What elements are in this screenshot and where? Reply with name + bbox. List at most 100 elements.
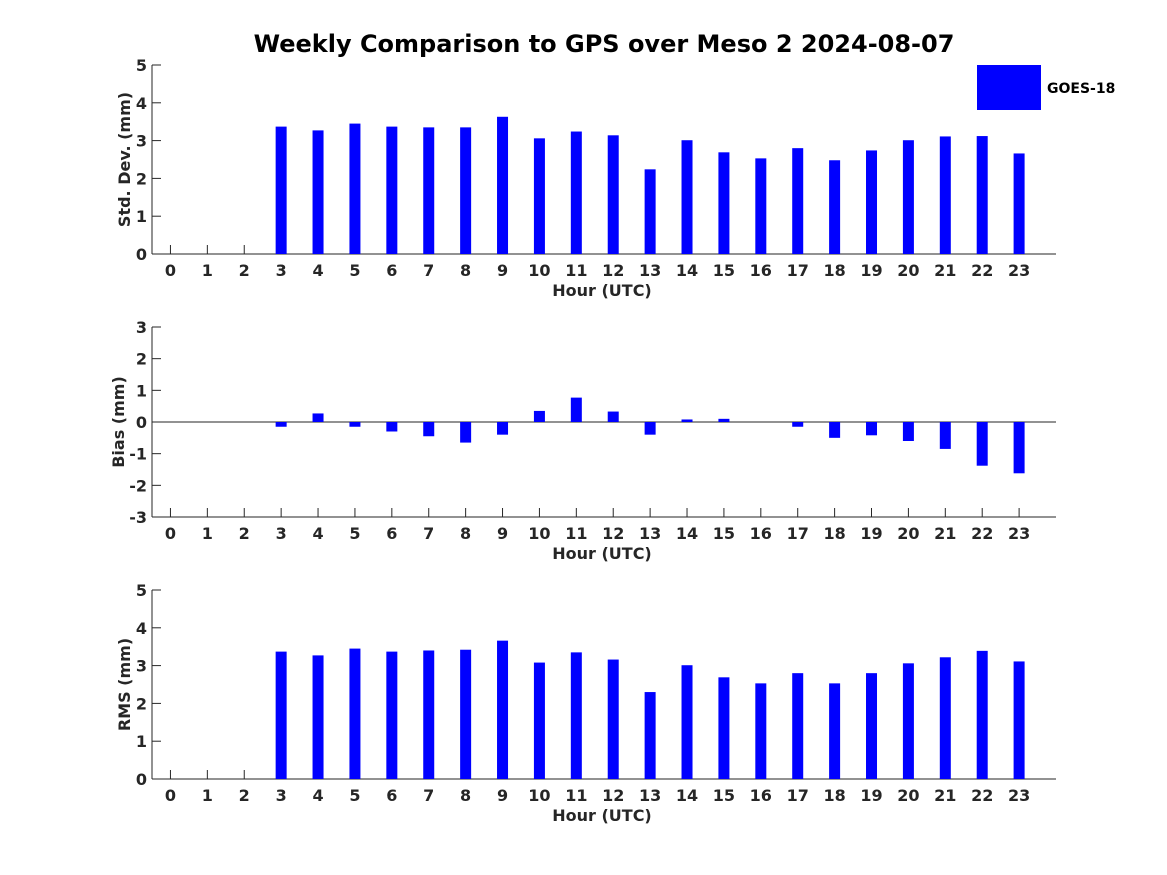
bias-y-tick-label: -3 xyxy=(129,508,147,527)
bias-bar-hour-13 xyxy=(644,422,656,435)
bias-y-tick-label: -1 xyxy=(129,445,147,464)
rms-bar-hour-8 xyxy=(460,649,472,779)
stddev-x-tick-label: 3 xyxy=(276,261,287,280)
stddev-bar-hour-8 xyxy=(460,127,472,254)
stddev-y-tick-label: 1 xyxy=(136,207,147,226)
stddev-x-tick-label: 2 xyxy=(239,261,250,280)
stddev-bar-hour-3 xyxy=(275,126,287,254)
rms-bar-hour-12 xyxy=(607,659,619,779)
rms-x-tick-label: 20 xyxy=(897,786,919,805)
bias-x-tick-label: 7 xyxy=(423,524,434,543)
rms-bar-hour-6 xyxy=(386,651,398,779)
stddev-bar-hour-13 xyxy=(644,169,656,254)
rms-y-tick-label: 1 xyxy=(136,732,147,751)
bias-bar-hour-18 xyxy=(829,422,841,438)
stddev-bar-hour-6 xyxy=(386,126,398,254)
bias-x-axis-label: Hour (UTC) xyxy=(552,544,652,563)
bias-y-tick-label: 0 xyxy=(136,413,147,432)
bias-x-tick-label: 18 xyxy=(823,524,845,543)
stddev-bar-hour-7 xyxy=(423,127,435,254)
rms-y-tick-label: 0 xyxy=(136,770,147,789)
bias-bar-hour-17 xyxy=(792,422,804,427)
stddev-x-tick-label: 1 xyxy=(202,261,213,280)
bias-bar-hour-9 xyxy=(497,422,509,435)
legend-label: GOES-18 xyxy=(1047,81,1115,97)
stddev-x-axis-label: Hour (UTC) xyxy=(552,281,652,300)
bias-x-tick-label: 9 xyxy=(497,524,508,543)
rms-x-tick-label: 9 xyxy=(497,786,508,805)
rms-x-tick-label: 23 xyxy=(1008,786,1030,805)
stddev-y-tick-label: 3 xyxy=(136,132,147,151)
bias-x-tick-label: 14 xyxy=(676,524,698,543)
rms-bar-hour-22 xyxy=(976,650,988,779)
stddev-bar-hour-16 xyxy=(755,158,767,254)
stddev-x-tick-label: 23 xyxy=(1008,261,1030,280)
stddev-y-tick-label: 5 xyxy=(136,56,147,75)
bias-x-tick-label: 16 xyxy=(750,524,772,543)
stddev-x-tick-label: 11 xyxy=(565,261,587,280)
rms-x-tick-label: 17 xyxy=(787,786,809,805)
bias-bar-hour-20 xyxy=(902,422,914,441)
rms-bar-hour-3 xyxy=(275,651,287,779)
rms-x-tick-label: 7 xyxy=(423,786,434,805)
stddev-x-tick-label: 4 xyxy=(312,261,323,280)
rms-y-axis-label: RMS (mm) xyxy=(115,638,134,731)
rms-x-tick-label: 2 xyxy=(239,786,250,805)
bias-bar-hour-10 xyxy=(533,410,545,422)
rms-x-tick-label: 21 xyxy=(934,786,956,805)
bias-bar-hour-7 xyxy=(423,422,435,437)
stddev-x-tick-label: 0 xyxy=(165,261,176,280)
rms-y-tick-label: 2 xyxy=(136,694,147,713)
rms-y-tick-label: 4 xyxy=(136,619,147,638)
stddev-bar-hour-15 xyxy=(718,152,730,254)
rms-bar-hour-18 xyxy=(829,683,841,779)
rms-x-tick-label: 4 xyxy=(312,786,323,805)
stddev-bar-hour-23 xyxy=(1013,153,1025,254)
bias-x-tick-label: 13 xyxy=(639,524,661,543)
bias-bar-hour-5 xyxy=(349,422,361,427)
stddev-bar-hour-21 xyxy=(939,136,951,254)
bias-x-tick-label: 19 xyxy=(860,524,882,543)
rms-x-tick-label: 3 xyxy=(276,786,287,805)
stddev-x-tick-label: 19 xyxy=(860,261,882,280)
stddev-bar-hour-19 xyxy=(866,150,878,254)
stddev-bar-hour-5 xyxy=(349,123,361,254)
bias-y-tick-label: -2 xyxy=(129,476,147,495)
stddev-bar-hour-4 xyxy=(312,130,324,254)
rms-x-axis-label: Hour (UTC) xyxy=(552,806,652,825)
bias-bar-hour-8 xyxy=(460,422,472,443)
stddev-y-tick-label: 4 xyxy=(136,94,147,113)
rms-x-tick-label: 1 xyxy=(202,786,213,805)
stddev-y-tick-label: 0 xyxy=(136,245,147,264)
bias-x-tick-label: 8 xyxy=(460,524,471,543)
rms-bar-hour-19 xyxy=(866,673,878,779)
bias-x-tick-label: 0 xyxy=(165,524,176,543)
bias-bar-hour-22 xyxy=(976,422,988,466)
rms-x-tick-label: 11 xyxy=(565,786,587,805)
bias-x-tick-label: 21 xyxy=(934,524,956,543)
bias-bar-hour-12 xyxy=(607,411,619,422)
stddev-x-tick-label: 10 xyxy=(528,261,550,280)
bias-x-tick-label: 11 xyxy=(565,524,587,543)
rms-bar-hour-20 xyxy=(902,663,914,779)
rms-bar-hour-5 xyxy=(349,648,361,779)
stddev-bar-hour-22 xyxy=(976,136,988,254)
rms-y-tick-label: 3 xyxy=(136,657,147,676)
bias-bar-hour-11 xyxy=(570,397,582,422)
stddev-x-tick-label: 20 xyxy=(897,261,919,280)
stddev-x-tick-label: 9 xyxy=(497,261,508,280)
stddev-x-tick-label: 14 xyxy=(676,261,698,280)
stddev-bar-hour-12 xyxy=(607,135,619,254)
stddev-y-tick-label: 2 xyxy=(136,169,147,188)
bias-x-tick-label: 3 xyxy=(276,524,287,543)
stddev-x-tick-label: 17 xyxy=(787,261,809,280)
legend: GOES-18 xyxy=(977,65,1115,110)
stddev-x-tick-label: 18 xyxy=(823,261,845,280)
stddev-x-tick-label: 16 xyxy=(750,261,772,280)
bias-bar-hour-3 xyxy=(275,422,287,427)
stddev-bar-hour-20 xyxy=(902,140,914,254)
rms-bar-hour-17 xyxy=(792,673,804,779)
rms-x-tick-label: 19 xyxy=(860,786,882,805)
